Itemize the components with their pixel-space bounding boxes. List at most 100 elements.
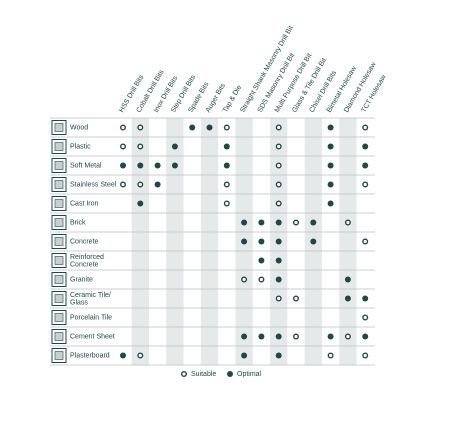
suitable-mark: [293, 219, 300, 226]
optimal-mark: [344, 276, 351, 283]
optimal-mark: [275, 333, 282, 340]
suitable-mark: [275, 143, 282, 150]
suitable-mark: [119, 181, 126, 188]
optimal-mark: [137, 200, 144, 207]
material-label: Cast Iron: [70, 200, 99, 207]
optimal-mark: [137, 162, 144, 169]
optimal-mark: [189, 124, 196, 131]
column-stripe: [131, 118, 149, 365]
optimal-mark: [362, 143, 369, 150]
optimal-mark: [327, 162, 334, 169]
suitable-mark: [275, 162, 282, 169]
suitable-mark: [293, 333, 300, 340]
suitable-mark: [137, 352, 144, 359]
suitable-mark: [258, 276, 265, 283]
suitable-mark: [344, 333, 351, 340]
suitable-mark: [241, 276, 248, 283]
optimal-mark: [120, 352, 126, 359]
optimal-mark: [327, 143, 334, 150]
suitable-mark: [275, 200, 282, 207]
material-label: Granite: [70, 276, 93, 283]
optimal-mark: [241, 238, 248, 245]
optimal-mark: [327, 181, 334, 188]
material-icon-fill: [54, 218, 64, 227]
optimal-mark: [258, 257, 265, 264]
suitable-mark: [362, 314, 369, 321]
optimal-mark: [362, 162, 369, 169]
column-stripe: [166, 118, 184, 365]
material-label: Concrete: [70, 261, 99, 268]
material-label: Ceramic Tile/: [70, 292, 111, 299]
optimal-mark: [362, 333, 369, 340]
optimal-mark: [120, 162, 126, 169]
material-icon-fill: [54, 161, 64, 170]
suitable-mark: [137, 143, 144, 150]
material-label: Concrete: [70, 238, 99, 245]
material-icon-fill: [54, 332, 64, 341]
optimal-mark: [223, 162, 230, 169]
suitable-mark: [275, 181, 282, 188]
optimal-mark: [362, 295, 369, 302]
suitable-mark: [223, 124, 230, 131]
suitable-mark: [275, 295, 282, 302]
material-label: Glass: [70, 299, 88, 306]
material-label: Reinforced: [70, 254, 104, 261]
suitable-mark: [362, 238, 369, 245]
legend-label: Optimal: [237, 371, 262, 378]
suitable-mark: [327, 352, 334, 359]
optimal-mark: [327, 333, 334, 340]
suitable-mark: [362, 124, 369, 131]
optimal-mark: [258, 219, 265, 226]
optimal-mark: [310, 238, 317, 245]
material-icon-fill: [54, 275, 64, 284]
optimal-mark: [241, 352, 248, 359]
column-stripe: [200, 118, 219, 365]
material-label: Brick: [70, 219, 86, 226]
optimal-mark: [171, 162, 178, 169]
material-icon-fill: [54, 199, 64, 208]
material-icon-fill: [54, 142, 64, 151]
suitable-mark: [362, 181, 369, 188]
material-label: Wood: [70, 124, 88, 131]
suitable-mark: [223, 200, 230, 207]
optimal-mark: [327, 200, 334, 207]
optimal-mark: [154, 181, 161, 188]
suitable-mark: [344, 219, 351, 226]
optimal-mark: [258, 238, 265, 245]
material-icon-fill: [54, 123, 64, 132]
optimal-mark: [275, 257, 282, 264]
material-icon-fill: [54, 294, 64, 303]
optimal-mark: [275, 238, 282, 245]
material-label: Stainless Steel: [70, 181, 117, 188]
material-icon-fill: [54, 256, 64, 265]
suitable-mark: [362, 352, 369, 359]
material-icon-fill: [54, 351, 64, 360]
legend-symbol: [227, 371, 233, 377]
optimal-mark: [275, 352, 282, 359]
suitable-mark: [119, 124, 126, 131]
suitable-mark: [275, 124, 282, 131]
optimal-mark: [206, 124, 213, 131]
optimal-mark: [241, 333, 248, 340]
material-label: Cement Sheet: [70, 333, 115, 340]
legend-label: Suitable: [191, 371, 216, 378]
legend-symbol: [180, 371, 187, 378]
material-icon-fill: [54, 180, 64, 189]
optimal-mark: [171, 143, 178, 150]
suitable-mark: [119, 143, 126, 150]
optimal-mark: [241, 219, 248, 226]
optimal-mark: [154, 162, 161, 169]
suitable-mark: [137, 124, 144, 131]
suitable-mark: [137, 181, 144, 188]
optimal-mark: [344, 295, 351, 302]
material-label: Soft Metal: [70, 162, 102, 169]
material-icon-fill: [54, 237, 64, 246]
optimal-mark: [310, 219, 317, 226]
material-label: Plastic: [70, 143, 91, 150]
material-label: Plasterboard: [70, 352, 110, 359]
material-icon-fill: [54, 313, 64, 322]
optimal-mark: [223, 143, 230, 150]
optimal-mark: [327, 124, 334, 131]
